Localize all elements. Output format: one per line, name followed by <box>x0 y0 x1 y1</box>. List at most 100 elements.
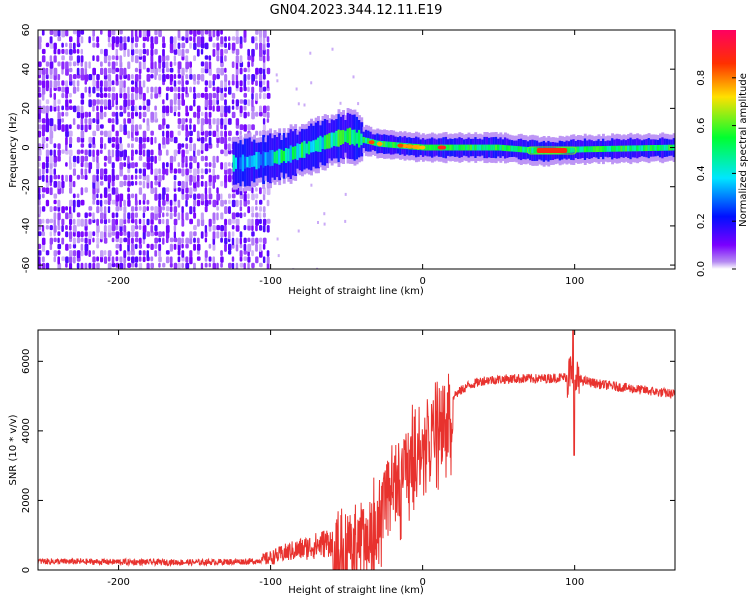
heatmap-cell <box>115 143 120 150</box>
heatmap-cell <box>96 206 100 214</box>
heatmap-cell <box>231 105 235 110</box>
heatmap-cell <box>72 162 76 168</box>
colorbar-tick-label: 0.6 <box>696 118 707 134</box>
heatmap-cell <box>276 79 279 83</box>
heatmap-cell <box>220 149 224 155</box>
heatmap-cell <box>224 92 227 98</box>
heatmap-cell <box>49 124 53 132</box>
heatmap-cell <box>224 67 227 73</box>
heatmap-cell <box>84 155 88 162</box>
heatmap-cell <box>111 231 116 236</box>
heatmap-cell <box>426 144 430 151</box>
heatmap-cell <box>80 67 84 76</box>
heatmap-cell <box>57 30 61 37</box>
snr-y-tick-label: 6000 <box>21 349 32 374</box>
heatmap-cell <box>150 55 154 63</box>
heatmap-cell <box>127 61 131 70</box>
heatmap-cell <box>41 86 46 95</box>
heatmap-cell <box>212 80 215 86</box>
heatmap-cell <box>295 87 298 91</box>
heatmap-cell <box>193 80 197 85</box>
heatmap-cell <box>645 145 649 152</box>
heatmap-cell <box>216 74 220 80</box>
heatmap-cell <box>115 149 120 158</box>
heatmap-cell <box>165 162 169 168</box>
heatmap-cell <box>119 67 124 76</box>
heatmap-cell <box>216 143 219 148</box>
heatmap-cell <box>103 256 108 264</box>
heatmap-cell <box>127 231 131 239</box>
heatmap-cell <box>451 144 455 151</box>
heatmap-cell <box>88 237 92 245</box>
heatmap-cell <box>243 99 247 105</box>
heatmap-cell <box>501 144 505 151</box>
heatmap-cell <box>266 118 270 123</box>
heatmap-cell <box>185 243 189 249</box>
heatmap-cell <box>76 262 80 269</box>
heatmap-cell <box>212 180 215 189</box>
heatmap-cell <box>189 143 193 152</box>
heatmap-cell <box>111 124 115 132</box>
heatmap-cell <box>72 118 76 125</box>
heatmap-cell <box>259 187 262 195</box>
heatmap-cell <box>193 193 197 200</box>
heatmap-cell <box>193 55 196 62</box>
heatmap-cell <box>228 193 231 199</box>
heatmap-cell <box>243 92 247 98</box>
heatmap-cell <box>41 143 45 150</box>
heatmap-cell <box>96 92 100 98</box>
heatmap-cell <box>357 102 360 106</box>
heatmap-cell <box>162 199 166 206</box>
heatmap-cell <box>196 162 200 169</box>
heatmap-cell <box>220 199 224 207</box>
heatmap-cell <box>193 124 196 133</box>
heatmap-cell <box>224 225 227 233</box>
heatmap-cell <box>49 225 53 231</box>
heatmap-cell <box>142 92 146 101</box>
heatmap-cell <box>259 36 263 43</box>
heatmap-cell <box>220 48 224 57</box>
heatmap-cell <box>220 118 224 126</box>
heatmap-cell <box>134 180 138 186</box>
heatmap-cell <box>251 55 255 63</box>
heatmap-cell <box>259 206 262 212</box>
heatmap-cell <box>158 231 162 238</box>
heatmap-cell <box>297 102 300 106</box>
heatmap-cell <box>127 237 131 246</box>
heatmap-cell <box>38 99 42 107</box>
heatmap-cell <box>127 174 131 181</box>
heatmap-cell <box>119 86 123 94</box>
heatmap-cell <box>53 250 58 257</box>
heatmap-cell <box>76 199 81 208</box>
heatmap-cell <box>181 243 184 249</box>
heatmap-cell <box>38 74 41 79</box>
heatmap-cell <box>508 145 512 152</box>
heatmap-cell <box>38 42 42 50</box>
heatmap-cell <box>49 174 53 183</box>
heatmap-cell <box>259 92 262 99</box>
heatmap-cell <box>185 193 189 201</box>
heatmap-cell <box>158 124 162 131</box>
heatmap-cell <box>158 193 162 201</box>
heatmap-cell <box>76 80 80 87</box>
heatmap-cell <box>88 92 92 98</box>
heatmap-cell <box>185 136 188 142</box>
heatmap-cell <box>208 174 212 183</box>
heatmap-cell <box>189 218 193 225</box>
heatmap-cell <box>38 168 41 177</box>
heatmap-cell <box>84 168 88 176</box>
heatmap-cell <box>185 111 189 117</box>
heatmap-cell <box>103 143 107 150</box>
heatmap-cell <box>138 124 142 130</box>
heatmap-cell <box>49 74 53 80</box>
heatmap-cell <box>57 218 60 226</box>
heatmap-cell <box>177 74 181 79</box>
heatmap-cell <box>100 99 104 105</box>
heatmap-cell <box>154 30 158 36</box>
spectrogram-x-axis-label: Height of straight line (km) <box>288 286 424 297</box>
heatmap-cell <box>80 92 85 99</box>
heatmap-cell <box>57 155 61 162</box>
heatmap-cell <box>162 61 166 69</box>
heatmap-cell <box>134 174 138 180</box>
heatmap-cell <box>103 187 108 195</box>
